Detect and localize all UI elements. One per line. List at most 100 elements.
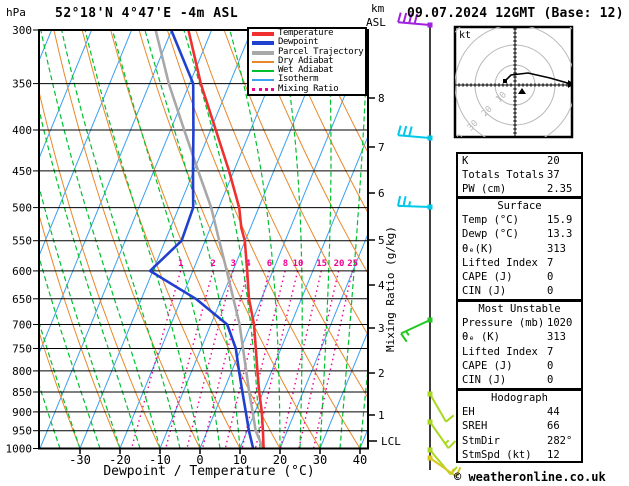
svg-text:900: 900: [12, 406, 32, 419]
svg-text:8: 8: [283, 259, 288, 269]
pressure-axis-unit-label: hPa: [6, 6, 26, 19]
table-row: Totals Totals 37: [458, 168, 581, 182]
legend-swatch-mixing-ratio: [252, 87, 274, 91]
station-title: 52°18'N 4°47'E -4m ASL: [55, 6, 239, 21]
table-row: Lifted Index 7: [458, 345, 581, 359]
row-label: StmDir: [462, 434, 500, 447]
svg-text:6: 6: [267, 259, 272, 269]
row-label: CAPE (J): [462, 359, 513, 372]
row-label: PW (cm): [462, 183, 507, 196]
legend-item: Isotherm: [249, 74, 365, 84]
legend-swatch-temperature: [252, 32, 274, 36]
table-row: CAPE (J) 0: [458, 359, 581, 373]
wind-barb: [427, 391, 455, 423]
svg-text:1000: 1000: [6, 443, 33, 456]
svg-text:20: 20: [334, 259, 345, 269]
table-row: Pressure (mb) 1020: [458, 316, 581, 330]
lcl-marker-label: LCL: [381, 435, 401, 448]
row-label: θₑ(K): [462, 242, 494, 255]
row-value: 0: [547, 285, 554, 298]
svg-text:600: 600: [12, 265, 32, 278]
svg-text:2: 2: [210, 259, 215, 269]
table-row: Temp (°C) 15.9: [458, 213, 581, 227]
legend-item: Wet Adiabat: [249, 65, 365, 76]
table-header: Most Unstable: [478, 303, 561, 315]
svg-text:300: 300: [12, 24, 32, 37]
pressure-tick-labels: 300 350 400 450 500 550 600 650 700 750 800 850 900 9…: [6, 24, 38, 456]
row-value: 2.35: [547, 183, 573, 196]
asl-axis-label: ASL: [366, 16, 386, 29]
index-table-most-unstable: Most Unstable Pressure (mb) 1020 θₑ (K) 313 L…: [456, 300, 583, 390]
svg-text:500: 500: [12, 202, 32, 215]
mixing-ratio-axis-title: Mixing Ratio (g/kg): [384, 226, 397, 352]
table-row: θₑ(K) 313: [458, 242, 581, 256]
svg-text:30: 30: [313, 453, 327, 467]
svg-text:750: 750: [12, 343, 32, 356]
svg-text:6: 6: [378, 187, 385, 200]
row-label: CIN (J): [462, 285, 507, 298]
svg-text:5: 5: [378, 234, 385, 247]
table-row: CAPE (J) 0: [458, 270, 581, 284]
svg-text:-10: -10: [149, 453, 171, 467]
legend-item: Parcel Trajectory: [249, 46, 365, 57]
svg-text:-20: -20: [109, 453, 131, 467]
legend-swatch-dewpoint: [252, 41, 274, 46]
legend-item: Temperature: [249, 28, 365, 38]
parcel-trajectory-curve: [154, 30, 265, 449]
table-header: Hodograph: [491, 392, 548, 404]
temp-axis-title: Dewpoint / Temperature (°C): [103, 464, 315, 479]
svg-text:3: 3: [378, 322, 385, 335]
svg-text:1: 1: [378, 409, 385, 422]
wind-barb: [397, 125, 433, 141]
index-table: K 20 Totals Totals 37 PW (cm) 2.35: [456, 152, 583, 198]
table-row: CIN (J) 0: [458, 373, 581, 387]
index-table-surface: Surface Temp (°C) 15.9 Dewp (°C) 13.3 θₑ(K) 31…: [456, 197, 583, 301]
row-value: 15.9: [547, 214, 573, 227]
table-row: K 20: [458, 154, 581, 168]
svg-text:40: 40: [353, 453, 367, 467]
svg-text:7: 7: [378, 141, 385, 154]
svg-text:400: 400: [12, 124, 32, 137]
row-value: 1020: [547, 317, 573, 330]
row-label: EH: [462, 406, 475, 419]
row-label: K: [462, 155, 469, 167]
legend-label: Parcel Trajectory: [278, 46, 364, 57]
row-value: 7: [547, 345, 554, 358]
row-value: 0: [547, 359, 554, 372]
svg-text:4: 4: [378, 279, 385, 292]
table-row: PW (cm) 2.35: [458, 182, 581, 196]
legend-label: Mixing Ratio: [278, 83, 339, 94]
svg-text:450: 450: [12, 165, 32, 178]
row-label: Pressure (mb): [462, 317, 545, 330]
km-axis-label: km: [371, 2, 385, 15]
legend-swatch-parcel-trajectory: [252, 50, 274, 55]
svg-text:1: 1: [178, 259, 183, 269]
table-row: StmSpd (kt) 12: [458, 448, 581, 462]
wind-barb-column: [397, 12, 462, 478]
table-header: Surface: [497, 200, 542, 212]
run-datetime-label: 09.07.2024 12GMT (Base: 12): [407, 6, 624, 21]
legend-label: Dewpoint: [278, 37, 319, 48]
row-value: 313: [547, 331, 566, 344]
mixing-ratio-lines: [130, 270, 353, 449]
wind-barb: [397, 12, 433, 28]
svg-text:800: 800: [12, 365, 32, 378]
row-value: 0: [547, 270, 554, 283]
legend-label: Wet Adiabat: [278, 65, 334, 76]
row-value: 37: [547, 169, 560, 182]
wind-barb: [427, 419, 457, 449]
row-value: 13.3: [547, 228, 573, 241]
table-row: CIN (J) 0: [458, 284, 581, 298]
svg-text:25: 25: [347, 259, 358, 269]
row-label: Totals Totals: [462, 169, 545, 182]
row-label: Lifted Index: [462, 345, 538, 358]
wind-barb: [400, 317, 433, 343]
temperature-curve: [187, 30, 265, 449]
svg-text:10: 10: [293, 259, 304, 269]
svg-text:550: 550: [12, 235, 32, 248]
svg-text:4: 4: [245, 259, 251, 269]
row-value: 20: [547, 155, 560, 167]
svg-text:650: 650: [12, 293, 32, 306]
temp-tick-labels: -30 -20 -10 0 10 20 30 40: [69, 449, 367, 467]
